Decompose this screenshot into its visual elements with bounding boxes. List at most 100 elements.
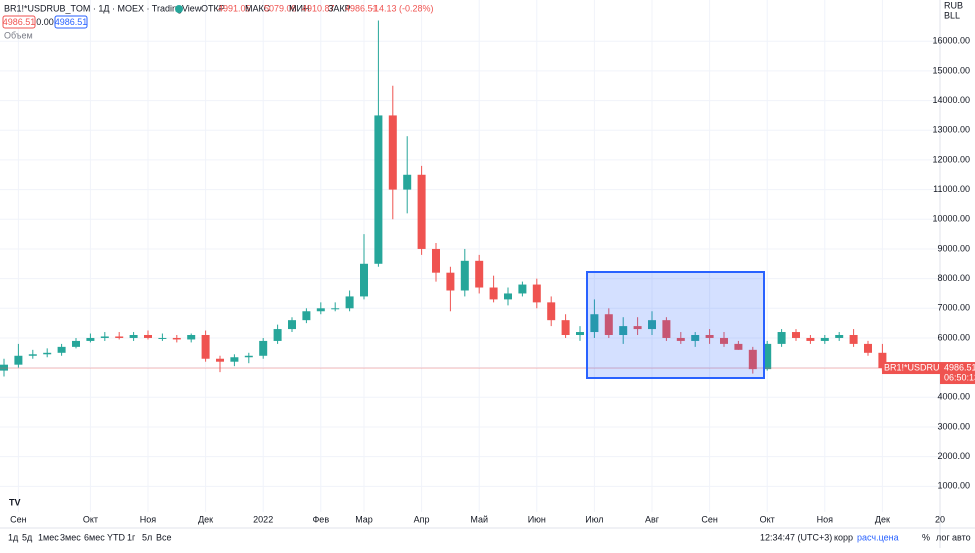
candle-body [662,320,671,338]
log-button[interactable]: лог [936,532,950,542]
highlight-box [586,271,765,379]
candle-body [820,337,829,341]
x-tick-label: Фев [312,514,329,524]
candle-body [806,337,815,341]
y-tick-label: 10000.00 [932,214,970,224]
candle-body [835,334,844,338]
y-tick-label: 15000.00 [932,65,970,75]
x-tick-label: Мар [355,514,373,524]
settle-button[interactable]: расч.цена [857,532,899,542]
x-tick-label: 20 [935,514,945,524]
volume-label: Объем [4,30,33,40]
candle-body [676,337,685,341]
adj-button[interactable]: корр [834,532,853,542]
y-tick-label: 3000.00 [937,421,970,431]
range-button[interactable]: 5д [22,532,33,542]
close-value: 4986.51 [345,3,378,13]
sell-box[interactable] [2,15,36,29]
candle-body [792,332,800,338]
candle-body [432,248,440,273]
clock: 12:34:47 (UTC+3) [760,532,832,542]
candle-body [777,332,786,344]
candle-body [648,320,656,330]
candle-body [360,263,368,297]
status-dot [175,5,183,13]
buy-price[interactable]: 4986.51 [55,17,88,27]
x-tick-label: Июл [585,514,603,524]
y-tick-label: 7000.00 [937,303,970,313]
candle-body [57,346,66,353]
range-button[interactable]: 1д [8,532,19,542]
x-tick-label: Июн [528,514,546,524]
candle-body [374,115,383,264]
candle-body [763,343,772,370]
low-value: 4910.87 [302,3,335,13]
change: -14.13 (-0.28%) [371,3,434,13]
candle-body [547,302,556,321]
range-button[interactable]: Все [156,532,172,542]
candle-body [460,260,469,291]
range-button[interactable]: YTD [107,532,126,542]
candle-body [28,354,37,356]
range-button[interactable]: 1г [127,532,136,542]
candle-body [259,340,268,356]
candle-body [864,343,872,353]
candle-body [734,343,743,350]
low-label: МИН [289,3,309,13]
range-button[interactable]: 3мес [60,532,81,542]
close-label: ЗАКР [328,3,351,13]
x-tick-label: Авг [645,514,660,524]
candle-body [0,364,8,371]
countdown: 06:50:13 [944,372,975,382]
auto-button[interactable]: авто [952,532,971,542]
candle-body [158,337,167,339]
candle-body [43,352,52,355]
sell-price[interactable]: 4986.51 [3,17,36,27]
y-tick-label: 2000.00 [937,451,970,461]
range-button[interactable]: 1мес [38,532,59,542]
candle-body [619,326,628,335]
price-tag [882,362,940,375]
range-button[interactable]: 5л [142,532,152,542]
x-tick-label: 2022 [253,514,273,524]
price-box [940,362,975,385]
high-value: 5079.08 [264,3,297,13]
y-tick-label: 4000.00 [937,392,970,402]
candle-body [244,355,253,358]
x-tick-label: Окт [760,514,775,524]
unit: BLL [944,10,960,20]
candle-body [316,308,325,312]
buy-box[interactable] [54,15,88,29]
candle-body [849,334,858,344]
candle-body [748,349,757,370]
high-label: МАКС [245,3,271,13]
candle-body [86,337,95,341]
candle-body [691,334,700,341]
candle-body [518,284,527,294]
x-tick-label: Ноя [817,514,834,524]
candle-body [100,336,109,338]
candle-body [331,308,340,310]
x-tick-label: Окт [83,514,98,524]
y-tick-label: 12000.00 [932,154,970,164]
candle-body [14,355,23,365]
candle-body [403,174,412,190]
candle-body [504,293,512,300]
y-tick-label: 1000.00 [937,481,970,491]
candle-body [446,272,455,291]
logo: TV [9,497,21,507]
candle-body [115,336,124,338]
candle-body [720,337,728,344]
percent-button[interactable]: % [922,532,930,542]
spread: 0.00 [36,17,54,27]
candle-body [590,314,599,333]
candle-body [144,334,152,338]
candle-body [604,314,613,335]
y-tick-label: 6000.00 [937,332,970,342]
x-tick-label: Сен [701,514,718,524]
open-label: ОТКР [201,3,225,13]
y-tick-label: 9000.00 [937,243,970,253]
range-button[interactable]: 6мес [84,532,105,542]
